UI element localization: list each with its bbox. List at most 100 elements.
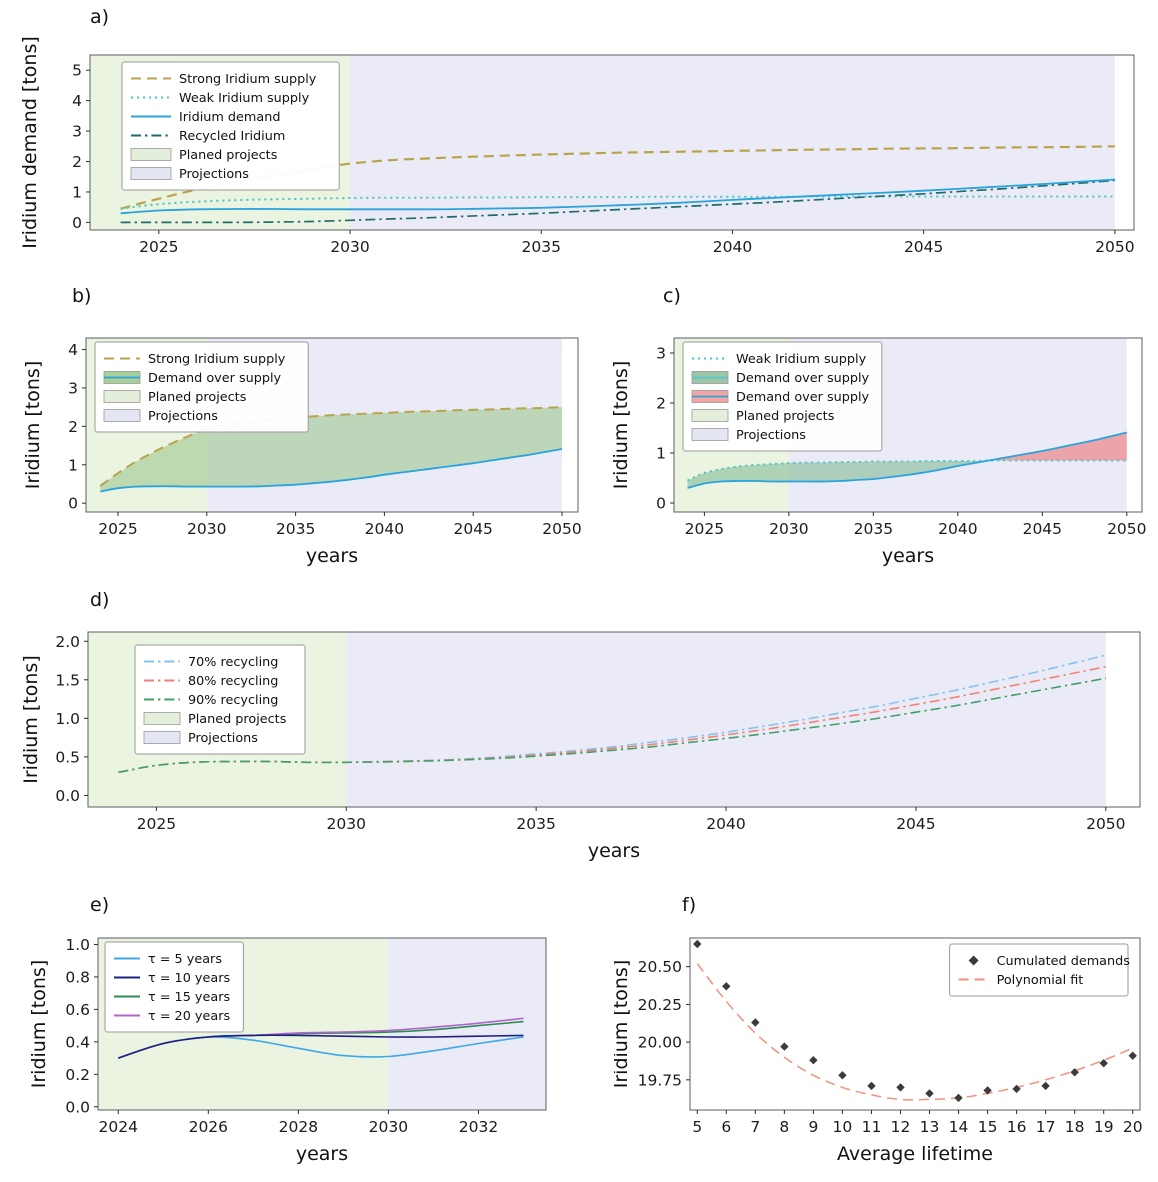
x-axis-ticks: 2025 2030 2035 2040 2045 2050	[137, 807, 1126, 833]
svg-text:3: 3	[656, 345, 666, 363]
svg-text:1: 1	[72, 183, 82, 201]
y-axis-ticks: 0.0 0.5 1.0 1.5 2.0	[55, 633, 88, 805]
svg-text:2035: 2035	[854, 520, 893, 538]
svg-text:5: 5	[692, 1118, 702, 1136]
chart-lifetime-tau-scenarios: 2024 2026 2028 2030 2032 0.0 0.2 0.4 0.6 0.8 1.0 ye…	[30, 936, 547, 1165]
svg-text:1.5: 1.5	[55, 671, 80, 689]
x-axis-label: years	[588, 840, 640, 862]
svg-text:2025: 2025	[98, 520, 137, 538]
svg-text:5: 5	[72, 62, 82, 80]
svg-text:1: 1	[656, 445, 666, 463]
svg-text:1.0: 1.0	[55, 710, 80, 728]
svg-text:90% recycling: 90% recycling	[188, 693, 278, 708]
svg-text:Planed projects: Planed projects	[148, 390, 247, 405]
y-axis-ticks: 0 1 2 3 4 5	[72, 62, 90, 232]
svg-text:Projections: Projections	[188, 731, 258, 746]
x-axis-ticks: 2025 2030 2035 2040 2045 2050	[98, 512, 582, 538]
y-axis-label: Iridium [tons]	[614, 960, 632, 1088]
chart-iridium-supply-demand-overview: 2025 2030 2035 2040 2045 2050 0 1 2 3 4 5 Iridium de…	[19, 36, 1135, 256]
plot-frame	[689, 937, 1141, 1111]
svg-text:19.75: 19.75	[638, 1071, 682, 1089]
svg-text:0.5: 0.5	[55, 748, 80, 766]
svg-text:8: 8	[779, 1118, 789, 1136]
chart-demand-vs-strong-supply: 2025 2030 2035 2040 2045 2050 0 1 2 3 4 years Iridiu…	[24, 337, 582, 567]
svg-text:0.0: 0.0	[65, 1098, 90, 1116]
series-10-years	[118, 1034, 524, 1059]
y-axis-ticks: 0 1 2 3 4	[68, 341, 86, 513]
svg-text:Weak Iridium supply: Weak Iridium supply	[179, 91, 310, 106]
svg-text:2040: 2040	[365, 520, 404, 538]
svg-text:20.00: 20.00	[638, 1034, 682, 1052]
svg-text:7: 7	[750, 1118, 760, 1136]
y-axis-label: Iridium [tons]	[24, 361, 44, 489]
svg-text:2030: 2030	[369, 1118, 408, 1136]
y-axis-label: Iridium [tons]	[612, 361, 632, 489]
svg-text:2045: 2045	[896, 815, 935, 833]
svg-text:0: 0	[68, 495, 78, 513]
svg-text:Demand over supply: Demand over supply	[736, 371, 870, 386]
svg-text:9: 9	[808, 1118, 818, 1136]
svg-text:τ = 20 years: τ = 20 years	[148, 1009, 230, 1024]
legend: Strong Iridium supply Demand over supply P…	[94, 341, 309, 433]
panel-label-d: d)	[90, 589, 110, 611]
svg-text:Cumulated demands: Cumulated demands	[997, 954, 1131, 969]
svg-text:2045: 2045	[1023, 520, 1062, 538]
panel-label-c: c)	[663, 285, 681, 307]
svg-text:4: 4	[72, 92, 82, 110]
svg-text:11: 11	[862, 1118, 882, 1136]
svg-text:2030: 2030	[187, 520, 226, 538]
svg-text:Projections: Projections	[148, 409, 218, 424]
svg-text:Demand over supply: Demand over supply	[148, 371, 282, 386]
x-axis-label: Average lifetime	[837, 1143, 993, 1165]
series-weak-iridium-supply	[687, 459, 1127, 482]
x-axis-label: years	[296, 1143, 348, 1165]
svg-text:2040: 2040	[706, 815, 745, 833]
svg-text:Projections: Projections	[736, 428, 806, 443]
svg-text:0.4: 0.4	[65, 1033, 90, 1051]
svg-text:6: 6	[721, 1118, 731, 1136]
x-axis-ticks: 5 6 7 8 9 10 11 12 13 14 15 16 17 18 19 20	[692, 1110, 1143, 1136]
highlight-regions	[88, 632, 1106, 807]
svg-text:2050: 2050	[542, 520, 581, 538]
svg-text:3: 3	[68, 379, 78, 397]
y-axis-ticks: 19.75 20.00 20.25 20.50	[638, 958, 690, 1089]
svg-text:18: 18	[1065, 1118, 1085, 1136]
svg-text:80% recycling: 80% recycling	[188, 674, 278, 689]
plot-frame	[87, 631, 1141, 808]
svg-text:Strong Iridium supply: Strong Iridium supply	[148, 352, 286, 367]
svg-text:0.8: 0.8	[65, 968, 90, 986]
legend: 70% recycling 80% recycling 90% recycling P…	[134, 644, 306, 755]
svg-text:2050: 2050	[1086, 815, 1125, 833]
svg-text:Weak Iridium supply: Weak Iridium supply	[736, 352, 867, 367]
svg-text:70% recycling: 70% recycling	[188, 655, 278, 670]
chart-recycling-scenarios: 2025 2030 2035 2040 2045 2050 0.0 0.5 1.0 1.5 2.0 y…	[22, 631, 1141, 862]
svg-text:2045: 2045	[453, 520, 492, 538]
plot-frame	[89, 54, 1135, 231]
svg-text:3: 3	[72, 123, 82, 141]
panel-label-b: b)	[72, 285, 92, 307]
svg-text:20.25: 20.25	[638, 996, 682, 1014]
fill-demand-over-supply	[988, 432, 1127, 461]
plot-frame	[85, 337, 579, 513]
svg-text:2028: 2028	[279, 1118, 318, 1136]
svg-text:2032: 2032	[459, 1118, 498, 1136]
svg-text:2025: 2025	[139, 238, 178, 256]
svg-text:10: 10	[833, 1118, 853, 1136]
svg-text:Planed projects: Planed projects	[188, 712, 287, 727]
legend: τ = 5 years τ = 10 years τ = 15 years τ = 2…	[104, 941, 244, 1033]
svg-text:2035: 2035	[276, 520, 315, 538]
svg-text:Recycled Iridium: Recycled Iridium	[179, 129, 285, 144]
svg-text:20: 20	[1123, 1118, 1143, 1136]
svg-text:Demand over supply: Demand over supply	[736, 390, 870, 405]
plot-frame	[97, 937, 547, 1111]
x-axis-ticks: 2024 2026 2028 2030 2032	[99, 1110, 498, 1136]
x-axis-ticks: 2025 2030 2035 2040 2045 2050	[685, 512, 1147, 538]
series-recycled-iridium	[120, 179, 1115, 224]
y-axis-label: Iridium [tons]	[22, 655, 42, 783]
svg-text:2030: 2030	[327, 815, 366, 833]
svg-text:τ = 10 years: τ = 10 years	[148, 971, 230, 986]
svg-text:0: 0	[656, 495, 666, 513]
svg-text:19: 19	[1094, 1118, 1114, 1136]
svg-text:Iridium demand: Iridium demand	[179, 110, 280, 125]
